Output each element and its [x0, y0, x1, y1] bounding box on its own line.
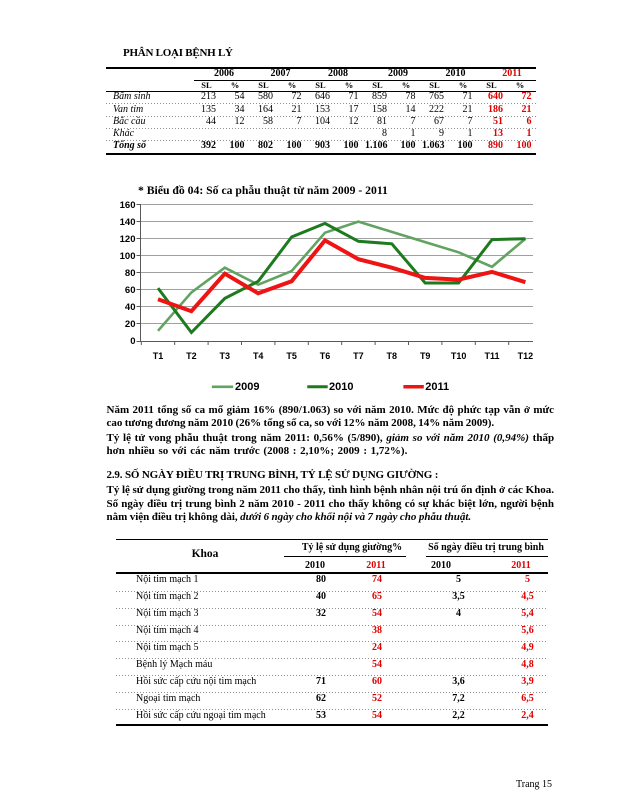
svg-text:40: 40 — [125, 302, 136, 313]
svg-text:T4: T4 — [253, 351, 264, 361]
svg-text:T10: T10 — [451, 351, 467, 361]
svg-text:T11: T11 — [484, 351, 499, 361]
svg-text:20: 20 — [125, 319, 136, 330]
svg-text:T7: T7 — [353, 351, 364, 361]
svg-text:80: 80 — [125, 268, 136, 279]
svg-text:120: 120 — [120, 234, 136, 245]
svg-text:T8: T8 — [387, 351, 398, 361]
svg-text:T2: T2 — [186, 351, 197, 361]
svg-text:T6: T6 — [320, 351, 331, 361]
svg-text:100: 100 — [120, 251, 136, 262]
svg-text:60: 60 — [125, 285, 136, 296]
svg-text:T3: T3 — [220, 351, 231, 361]
svg-text:T5: T5 — [286, 351, 297, 361]
svg-text:140: 140 — [120, 217, 136, 228]
svg-text:2011: 2011 — [425, 381, 449, 393]
svg-text:2009: 2009 — [235, 381, 259, 393]
svg-text:T12: T12 — [518, 351, 534, 361]
svg-text:T1: T1 — [153, 351, 164, 361]
svg-text:2010: 2010 — [329, 381, 353, 393]
svg-text:0: 0 — [130, 336, 135, 347]
svg-text:T9: T9 — [420, 351, 431, 361]
svg-text:160: 160 — [120, 200, 136, 211]
